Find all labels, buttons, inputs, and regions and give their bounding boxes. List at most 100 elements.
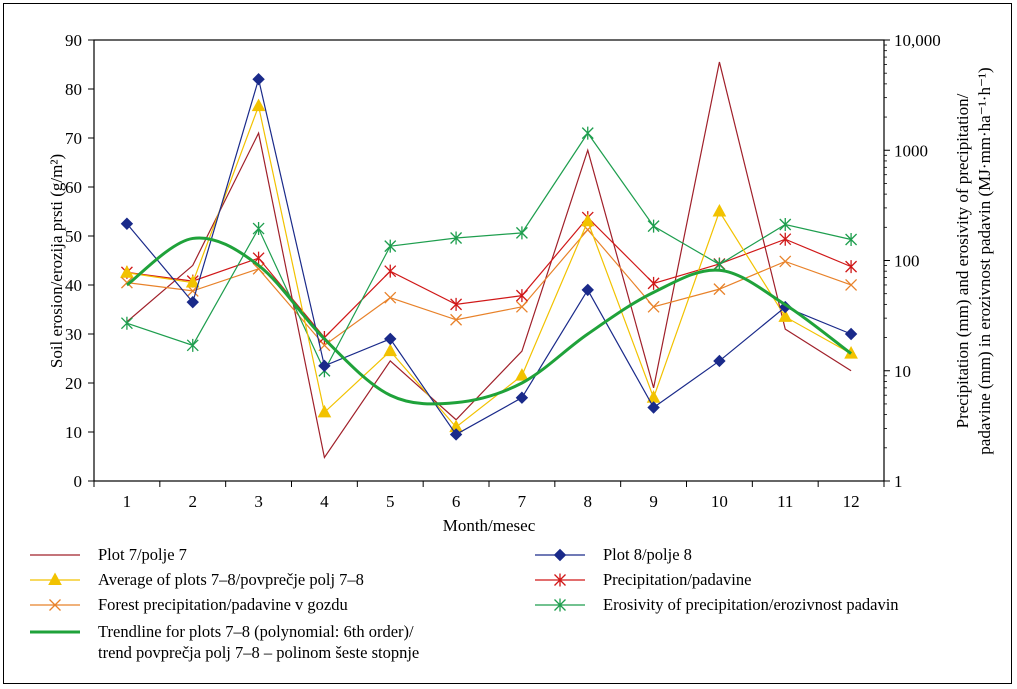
series-avg bbox=[120, 98, 858, 433]
series-forest bbox=[120, 223, 858, 352]
x-tick-label: 5 bbox=[386, 492, 395, 511]
data-point bbox=[647, 300, 660, 313]
y-left-tick-label: 0 bbox=[74, 472, 83, 491]
data-point bbox=[581, 126, 594, 140]
data-point bbox=[318, 359, 331, 373]
x-tick-label: 6 bbox=[452, 492, 461, 511]
legend-label: Forest precipitation/padavine v gozdu bbox=[98, 595, 348, 614]
x-axis-label: Month/mesec bbox=[443, 516, 536, 535]
data-point bbox=[515, 289, 528, 303]
legend-label: Trendline for plots 7–8 (polynomial: 6th… bbox=[98, 622, 414, 641]
y-left-tick-label: 60 bbox=[65, 178, 82, 197]
data-point bbox=[845, 233, 858, 247]
data-point bbox=[713, 283, 726, 296]
data-point bbox=[384, 264, 397, 278]
x-tick-label: 8 bbox=[584, 492, 593, 511]
data-point bbox=[384, 332, 397, 346]
legend-item-forest: Forest precipitation/padavine v gozdu bbox=[30, 595, 348, 614]
y-right-tick-label: 100 bbox=[894, 252, 920, 271]
y-left-tick-label: 90 bbox=[65, 31, 82, 50]
y-axis-right-label-line2: padavine (mm) in erozivnost padavin (MJ·… bbox=[975, 67, 994, 454]
legend-item-plot7: Plot 7/polje 7 bbox=[30, 545, 187, 564]
y-axis-right-label-line1: Precipitation (mm) and erosivity of prec… bbox=[953, 93, 972, 428]
y-left-tick-label: 30 bbox=[65, 325, 82, 344]
data-point bbox=[252, 72, 265, 86]
data-point bbox=[251, 98, 266, 112]
data-point bbox=[450, 231, 463, 245]
y-left-tick-label: 40 bbox=[65, 276, 82, 295]
legend-label: Plot 7/polje 7 bbox=[98, 545, 187, 564]
data-point bbox=[450, 313, 463, 326]
data-point bbox=[120, 217, 134, 230]
data-point bbox=[647, 219, 660, 233]
series-plot8 bbox=[120, 72, 858, 441]
x-tick-label: 12 bbox=[843, 492, 860, 511]
data-point bbox=[515, 391, 529, 404]
x-tick-label: 11 bbox=[777, 492, 793, 511]
data-point bbox=[317, 404, 332, 418]
y-right-tick-label: 10 bbox=[894, 362, 911, 381]
data-point bbox=[383, 343, 398, 357]
data-point bbox=[581, 283, 594, 297]
data-point bbox=[186, 338, 199, 352]
y-right-tick-label: 10,000 bbox=[894, 31, 941, 50]
plot-border bbox=[93, 39, 885, 482]
data-point bbox=[49, 599, 61, 611]
data-point bbox=[712, 203, 727, 217]
data-point bbox=[120, 265, 134, 278]
legend-label: Plot 8/polje 8 bbox=[603, 545, 692, 564]
y-right-tick-label: 1 bbox=[894, 472, 903, 491]
y-left-tick-label: 20 bbox=[65, 374, 82, 393]
series-erosivity bbox=[120, 126, 858, 378]
axis-labels: Month/mesec Soil erosion/erozija prsti (… bbox=[47, 67, 994, 535]
series-layer bbox=[120, 61, 858, 459]
legend-item-erosivity: Erosivity of precipitation/erozivnost pa… bbox=[535, 595, 899, 614]
legend-label-line2: trend povprečja polj 7–8 – polinom šeste… bbox=[98, 643, 419, 662]
data-point bbox=[779, 255, 792, 268]
data-point bbox=[554, 598, 566, 612]
data-point bbox=[186, 295, 199, 309]
data-point bbox=[515, 300, 528, 313]
y-left-tick-label: 70 bbox=[65, 129, 82, 148]
legend-item-avg: Average of plots 7–8/povprečje polj 7–8 bbox=[30, 570, 364, 589]
y-left-tick-label: 50 bbox=[65, 227, 82, 246]
x-tick-label: 3 bbox=[254, 492, 263, 511]
legend-label: Average of plots 7–8/povprečje polj 7–8 bbox=[98, 570, 364, 589]
data-point bbox=[450, 297, 463, 311]
y-axis-left-label: Soil erosion/erozija prsti (g/m²) bbox=[47, 154, 66, 368]
data-point bbox=[845, 278, 858, 291]
series-line bbox=[126, 132, 852, 373]
trend-line bbox=[126, 236, 852, 406]
data-point bbox=[120, 276, 133, 289]
legend-label: Erosivity of precipitation/erozivnost pa… bbox=[603, 595, 899, 614]
data-point bbox=[252, 222, 265, 236]
data-point bbox=[252, 262, 265, 275]
y-left-tick-label: 80 bbox=[65, 80, 82, 99]
legend-label: Precipitation/padavine bbox=[603, 570, 751, 589]
data-point bbox=[515, 226, 528, 240]
x-tick-label: 4 bbox=[320, 492, 329, 511]
series-line bbox=[126, 216, 852, 339]
data-point bbox=[120, 316, 133, 330]
data-point bbox=[553, 548, 567, 562]
legend: Plot 7/polje 7 Plot 8/polje 8 Average of p… bbox=[30, 545, 899, 662]
series-line bbox=[126, 104, 852, 428]
series-plot7 bbox=[126, 61, 852, 459]
data-point bbox=[845, 260, 858, 274]
data-point bbox=[515, 368, 529, 381]
data-point bbox=[384, 239, 397, 253]
chart-frame bbox=[3, 3, 1012, 684]
series-line bbox=[126, 76, 852, 436]
data-point bbox=[647, 276, 660, 290]
data-point bbox=[554, 573, 566, 587]
x-tick-label: 2 bbox=[189, 492, 198, 511]
data-point bbox=[778, 309, 793, 322]
data-point bbox=[580, 213, 595, 227]
legend-item-precip: Precipitation/padavine bbox=[535, 570, 751, 589]
legend-item-trend: Trendline for plots 7–8 (polynomial: 6th… bbox=[30, 622, 419, 662]
x-tick-label: 1 bbox=[123, 492, 132, 511]
data-point bbox=[779, 218, 792, 232]
data-point bbox=[779, 232, 792, 246]
